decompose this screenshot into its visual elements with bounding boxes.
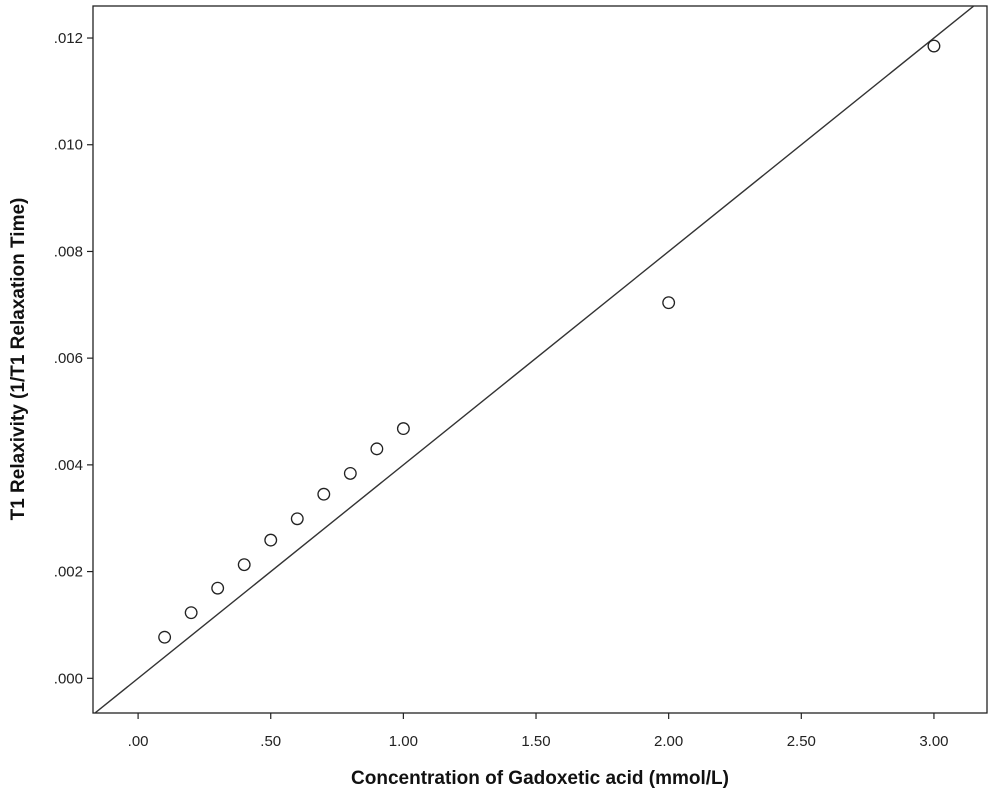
data-point: [264, 533, 278, 547]
x-tick-label: 1.50: [521, 733, 550, 750]
y-tick-label: .008: [54, 243, 83, 260]
y-tick-label: .000: [54, 670, 83, 687]
x-tick-label: .50: [260, 733, 281, 750]
x-axis-title: Concentration of Gadoxetic acid (mmol/L): [351, 768, 729, 789]
plot-area: .00 .50 1.00 1.50 2.00 2.50 3.00 .000 .002 .004 .0…: [54, 5, 988, 750]
x-tick-label: 2.50: [787, 733, 816, 750]
data-point: [158, 630, 172, 644]
y-axis-title: T1 Relaxivity (1/T1 Relaxation Time): [8, 198, 29, 521]
y-tick-label: .002: [54, 564, 83, 581]
plot-frame: [92, 5, 988, 714]
y-tick-label: .006: [54, 350, 83, 367]
data-point: [927, 39, 941, 53]
x-tick-label: 3.00: [919, 733, 948, 750]
y-tick-label: .010: [54, 137, 83, 154]
data-point: [237, 558, 251, 572]
x-tick-label: .00: [128, 733, 149, 750]
y-tick-label: .004: [54, 457, 83, 474]
data-point: [290, 512, 304, 526]
data-point: [211, 581, 225, 595]
y-tick-label: .012: [54, 30, 83, 47]
reference-line: [93, 6, 975, 713]
x-tick-label: 2.00: [654, 733, 683, 750]
data-point: [370, 442, 384, 456]
data-point: [343, 466, 357, 480]
data-point: [184, 606, 198, 620]
data-point: [396, 422, 410, 436]
x-tick-label: 1.00: [389, 733, 418, 750]
data-point: [662, 296, 676, 310]
data-point: [317, 487, 331, 501]
